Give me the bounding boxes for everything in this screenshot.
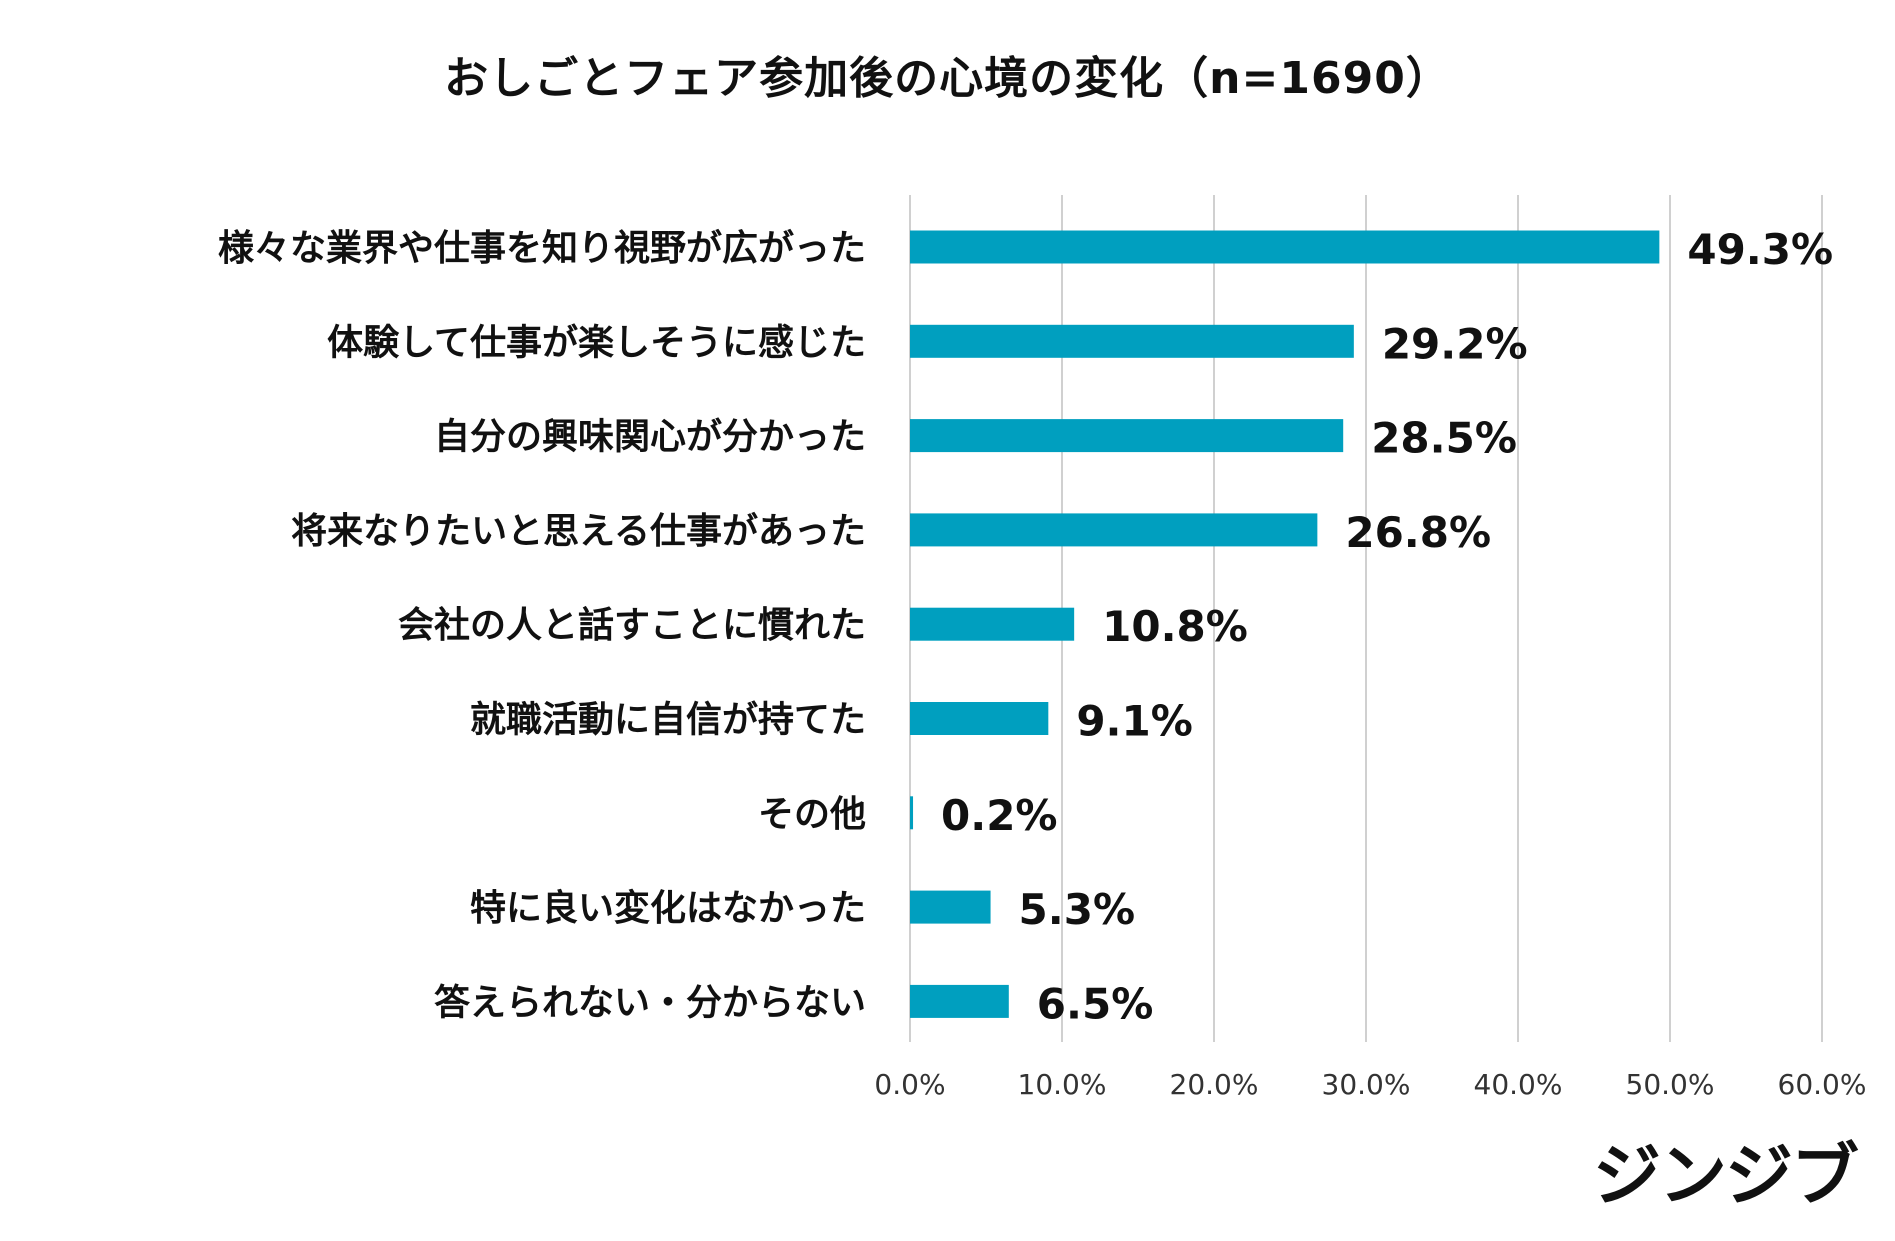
category-label: その他 bbox=[758, 794, 866, 835]
x-tick-label: 50.0% bbox=[1626, 1068, 1715, 1101]
value-label: 49.3% bbox=[1687, 225, 1833, 274]
x-tick-label: 30.0% bbox=[1322, 1068, 1411, 1101]
bar bbox=[910, 419, 1344, 453]
value-label: 0.2% bbox=[941, 791, 1057, 840]
brand-logo: ジンジブ bbox=[1592, 1137, 1859, 1216]
value-label: 26.8% bbox=[1345, 508, 1491, 557]
category-label: 就職活動に自信が持てた bbox=[470, 700, 866, 741]
bar bbox=[910, 324, 1354, 358]
value-label: 29.2% bbox=[1382, 319, 1528, 368]
category-label: 答えられない・分からない bbox=[434, 982, 866, 1023]
bar bbox=[910, 513, 1318, 547]
bars bbox=[910, 230, 1660, 1018]
value-label: 28.5% bbox=[1371, 414, 1517, 463]
x-tick-label: 10.0% bbox=[1018, 1068, 1107, 1101]
bar bbox=[910, 230, 1660, 264]
x-tick-label: 60.0% bbox=[1778, 1068, 1867, 1101]
value-label: 6.5% bbox=[1037, 979, 1153, 1028]
x-tick-label: 20.0% bbox=[1170, 1068, 1259, 1101]
category-label: 体験して仕事が楽しそうに感じた bbox=[327, 322, 866, 363]
value-labels: 49.3% 29.2% 28.5% 26.8% 10.8% 9.1% 0.2% 5.3% 6.5… bbox=[941, 225, 1833, 1028]
category-labels: 様々な業界や仕事を知り視野が広がった体験して仕事が楽しそうに感じた自分の興味関心… bbox=[218, 228, 866, 1023]
category-label: 特に良い変化はなかった bbox=[470, 887, 866, 929]
value-label: 9.1% bbox=[1076, 697, 1192, 746]
x-axis-tick-labels: 0.0% 10.0% 20.0% 30.0% 40.0% 50.0% 60.0% bbox=[874, 1068, 1866, 1101]
bar bbox=[910, 702, 1049, 735]
x-tick-label: 40.0% bbox=[1474, 1068, 1563, 1101]
category-label: 将来なりたいと思える仕事があった bbox=[291, 511, 866, 552]
value-label: 10.8% bbox=[1102, 602, 1248, 651]
chart-title: おしごとフェア参加後の心境の変化（n=1690） bbox=[444, 53, 1451, 104]
x-tick-label: 0.0% bbox=[874, 1068, 945, 1101]
category-label: 会社の人と話すことに慣れた bbox=[398, 605, 866, 646]
bar bbox=[910, 890, 991, 924]
bar bbox=[910, 984, 1009, 1018]
bar bbox=[910, 607, 1075, 641]
bar bbox=[910, 796, 914, 830]
value-label: 5.3% bbox=[1019, 885, 1135, 934]
category-label: 様々な業界や仕事を知り視野が広がった bbox=[218, 228, 866, 269]
category-label: 自分の興味関心が分かった bbox=[434, 417, 866, 458]
